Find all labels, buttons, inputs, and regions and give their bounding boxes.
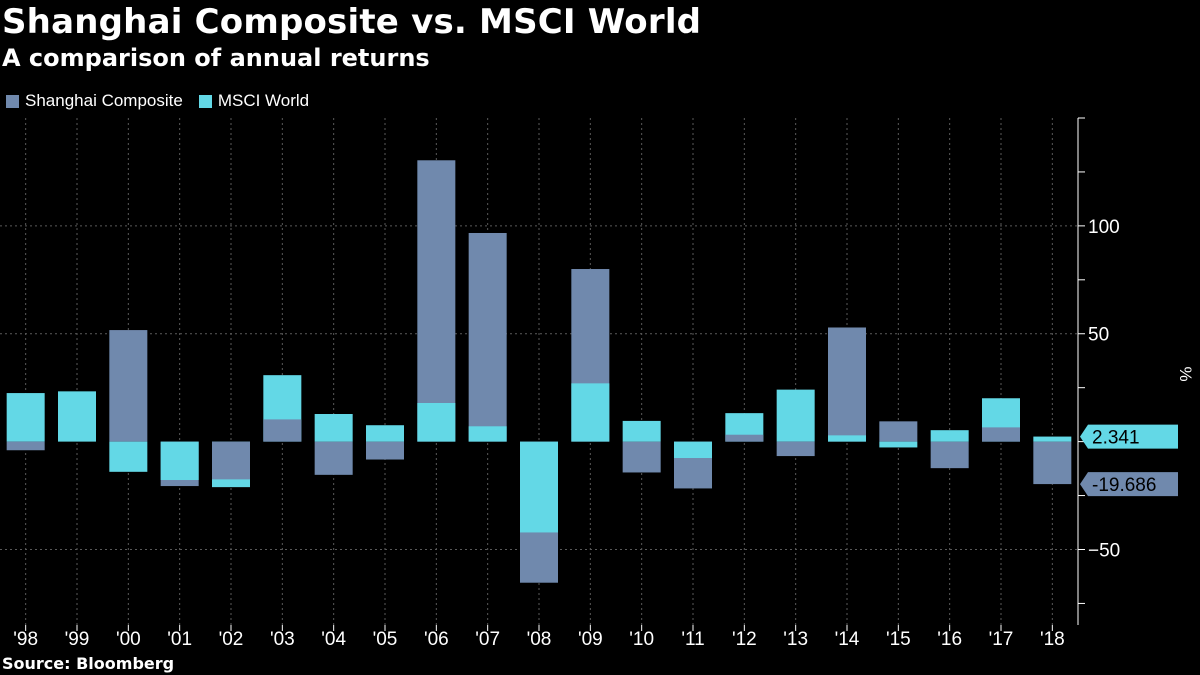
bar-shanghai-composite [776, 441, 815, 457]
bar-shanghai-composite [828, 327, 866, 442]
bar-shanghai-composite [1033, 441, 1072, 485]
bar-msci-world [520, 441, 558, 533]
callout-label: 2.341 [1092, 428, 1140, 449]
x-tick-label: '01 [167, 629, 192, 650]
x-tick-label: '08 [527, 629, 552, 650]
bar-msci-world [6, 393, 45, 442]
legend-label-msci: MSCI World [217, 91, 310, 110]
legend-swatch-msci [198, 94, 212, 108]
legend-item-msci: MSCI World [198, 91, 310, 111]
legend-label-shanghai: Shanghai Composite [25, 91, 183, 110]
bar-shanghai-composite [109, 330, 148, 442]
legend: Shanghai Composite MSCI World [6, 90, 325, 112]
bar-msci-world [468, 426, 507, 442]
x-tick-label: '03 [270, 629, 295, 650]
x-tick-label: '02 [219, 629, 244, 650]
bar-shanghai-composite [417, 160, 456, 442]
x-tick-label: '12 [732, 629, 757, 650]
x-tick-label: '98 [13, 629, 38, 650]
callout-label: -19.686 [1092, 475, 1156, 496]
bar-shanghai-composite [622, 441, 661, 473]
bar-msci-world [1033, 436, 1072, 442]
x-tick-label: '04 [321, 629, 346, 650]
y-tick-label: −50 [1088, 540, 1120, 561]
x-tick-label: '15 [886, 629, 911, 650]
y-axis-unit: % [1176, 366, 1195, 381]
x-tick-label: '14 [835, 629, 860, 650]
bar-shanghai-composite [468, 232, 507, 442]
x-tick-label: '99 [65, 629, 90, 650]
x-tick-label: '09 [578, 629, 603, 650]
bar-msci-world [571, 383, 610, 442]
bar-shanghai-composite [263, 419, 302, 442]
bar-msci-world [674, 441, 712, 459]
bar-shanghai-composite [366, 441, 404, 460]
bar-msci-world [776, 389, 815, 442]
x-tick-label: '10 [629, 629, 654, 650]
y-tick-label: 50 [1088, 325, 1109, 346]
legend-item-shanghai: Shanghai Composite [6, 91, 183, 111]
x-tick-label: '13 [783, 629, 808, 650]
bar-shanghai-composite [982, 427, 1020, 442]
bar-shanghai-composite [879, 421, 918, 442]
bar-msci-world [314, 414, 353, 442]
bar-msci-world [160, 441, 199, 481]
x-tick-label: '11 [681, 629, 704, 650]
x-tick-label: '17 [989, 629, 1014, 650]
bar-msci-world [930, 430, 969, 442]
x-tick-label: '05 [373, 629, 398, 650]
bar-msci-world [879, 441, 918, 448]
bar-shanghai-composite [930, 441, 969, 469]
bar-shanghai-composite [725, 434, 764, 442]
bar-msci-world [109, 441, 148, 472]
x-tick-label: '16 [937, 629, 962, 650]
x-tick-label: '06 [424, 629, 449, 650]
y-tick-label: 100 [1088, 217, 1120, 238]
chart-subtitle: A comparison of annual returns [2, 44, 430, 72]
callout-tag [1080, 424, 1178, 449]
legend-swatch-shanghai [6, 94, 19, 108]
x-tick-label: '07 [475, 629, 500, 650]
bar-msci-world [58, 391, 96, 442]
x-tick-label: '00 [116, 629, 141, 650]
bar-msci-world [828, 435, 866, 442]
callout-tag [1080, 472, 1178, 497]
bar-shanghai-composite [314, 441, 353, 475]
x-tick-label: '18 [1040, 629, 1065, 650]
source-note: Source: Bloomberg [2, 654, 175, 673]
bar-msci-world [366, 425, 404, 442]
bar-shanghai-composite [6, 441, 45, 451]
bar-msci-world [622, 420, 661, 442]
bar-shanghai-composite [212, 441, 250, 480]
bar-msci-world [417, 402, 456, 442]
chart-title: Shanghai Composite vs. MSCI World [2, 2, 702, 42]
